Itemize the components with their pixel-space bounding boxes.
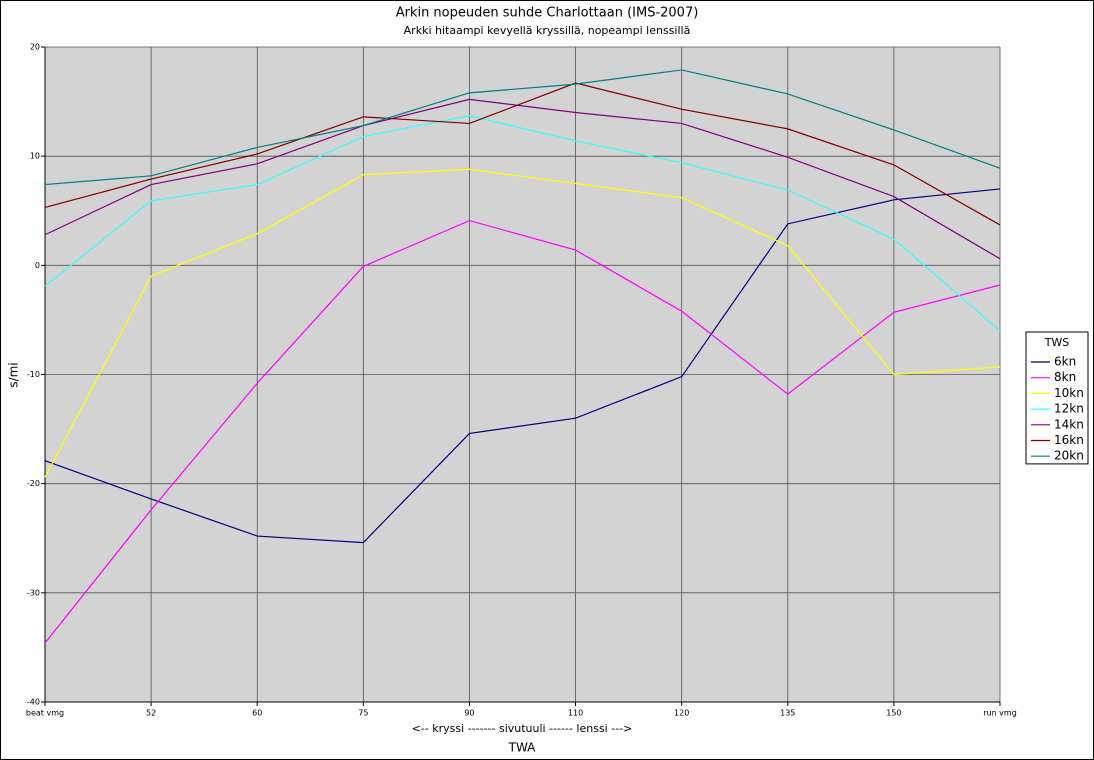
- y-tick-label: -10: [27, 370, 40, 379]
- x-tick-label: beat vmg: [26, 709, 64, 718]
- y-tick-label: 0: [35, 261, 40, 270]
- x-axis-note: <-- kryssi ------- sivutuuli ------ lens…: [412, 722, 633, 735]
- x-tick-label: 110: [568, 709, 583, 718]
- legend-label: 6kn: [1054, 355, 1076, 369]
- legend-label: 12kn: [1054, 402, 1084, 416]
- y-tick-label: 10: [30, 152, 40, 161]
- y-axis-label: s/mi: [7, 362, 21, 387]
- x-axis-label: TWA: [508, 741, 537, 755]
- x-tick-label: 150: [886, 709, 901, 718]
- legend-label: 14kn: [1054, 417, 1084, 431]
- x-tick-label: 75: [358, 709, 368, 718]
- legend-title: TWS: [1044, 336, 1070, 349]
- series-line: [44, 82, 1001, 226]
- x-tick-label: 52: [146, 709, 156, 718]
- legend-label: 20kn: [1054, 449, 1084, 463]
- series-line: [44, 115, 1001, 332]
- series-line: [44, 69, 1001, 186]
- y-tick-label: -40: [27, 698, 40, 707]
- legend-box: [1025, 331, 1089, 465]
- legend-label: 16kn: [1054, 433, 1084, 447]
- chart-title: Arkin nopeuden suhde Charlottaan (IMS-20…: [396, 6, 699, 21]
- series-line: [44, 219, 1001, 644]
- legend-label: 10kn: [1054, 386, 1084, 400]
- x-tick-label: run vmg: [983, 709, 1017, 718]
- series-line: [44, 98, 1001, 260]
- x-tick-label: 90: [464, 709, 474, 718]
- y-tick-label: 20: [30, 43, 40, 52]
- series-line: [44, 188, 1001, 544]
- y-tick-label: -20: [27, 479, 40, 488]
- x-tick-label: 135: [780, 709, 795, 718]
- x-tick-label: 60: [252, 709, 262, 718]
- y-tick-label: -30: [27, 588, 40, 597]
- series-line: [44, 168, 1001, 478]
- legend-label: 8kn: [1054, 370, 1076, 384]
- chart-subtitle: Arkki hitaampi kevyellä kryssillä, nopea…: [404, 24, 691, 37]
- x-tick-label: 120: [674, 709, 689, 718]
